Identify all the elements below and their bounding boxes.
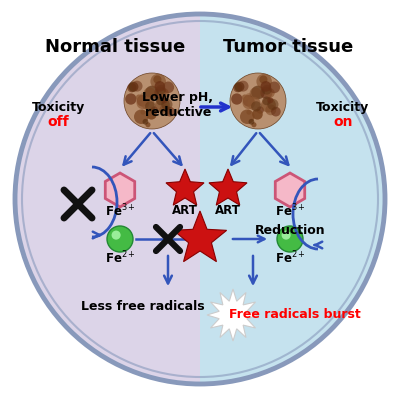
Circle shape (230, 73, 286, 129)
Circle shape (124, 73, 180, 129)
Circle shape (282, 231, 291, 240)
Circle shape (240, 110, 254, 124)
Circle shape (156, 85, 166, 94)
Circle shape (259, 75, 268, 84)
Text: reductive: reductive (145, 106, 211, 119)
Circle shape (127, 83, 136, 93)
Polygon shape (209, 169, 247, 205)
Circle shape (233, 83, 242, 93)
Polygon shape (207, 289, 259, 341)
Text: on: on (333, 115, 353, 129)
Circle shape (154, 81, 165, 92)
Polygon shape (166, 169, 204, 205)
Circle shape (145, 122, 150, 127)
Circle shape (252, 109, 263, 119)
Circle shape (256, 106, 264, 114)
Text: Lower pH,: Lower pH, (142, 91, 214, 104)
Text: Reduction: Reduction (255, 224, 325, 237)
Circle shape (251, 86, 265, 99)
Text: Fe$^{3+}$: Fe$^{3+}$ (274, 203, 306, 219)
Text: Toxicity: Toxicity (316, 100, 370, 114)
Circle shape (231, 93, 242, 105)
Circle shape (247, 97, 260, 110)
Circle shape (246, 93, 252, 100)
Text: off: off (47, 115, 69, 129)
Text: Fe$^{2+}$: Fe$^{2+}$ (274, 250, 306, 266)
Circle shape (268, 81, 280, 93)
Polygon shape (173, 211, 227, 262)
Circle shape (267, 97, 273, 104)
Text: Normal tissue: Normal tissue (45, 38, 185, 56)
Text: ART: ART (215, 204, 241, 218)
Circle shape (156, 96, 165, 105)
Circle shape (248, 119, 254, 125)
Circle shape (144, 87, 156, 99)
Circle shape (271, 107, 281, 116)
Wedge shape (200, 14, 385, 384)
Circle shape (107, 226, 133, 252)
Circle shape (125, 93, 136, 105)
Circle shape (159, 104, 170, 115)
Circle shape (132, 81, 142, 92)
Circle shape (242, 96, 255, 109)
Circle shape (265, 104, 276, 115)
Circle shape (234, 82, 244, 92)
Circle shape (277, 226, 303, 252)
Text: Tumor tissue: Tumor tissue (223, 38, 353, 56)
Circle shape (162, 81, 174, 93)
Text: ART: ART (172, 204, 198, 218)
Polygon shape (275, 173, 305, 207)
Circle shape (256, 74, 272, 89)
Circle shape (142, 119, 148, 125)
Circle shape (140, 93, 146, 100)
Text: Free radicals burst: Free radicals burst (229, 308, 361, 322)
Circle shape (261, 98, 276, 113)
Polygon shape (105, 173, 135, 207)
Circle shape (251, 122, 256, 127)
Text: Less free radicals: Less free radicals (81, 301, 205, 314)
Circle shape (150, 106, 158, 114)
Circle shape (140, 110, 145, 115)
Circle shape (250, 87, 262, 99)
Circle shape (137, 95, 148, 106)
Circle shape (243, 95, 254, 106)
Circle shape (150, 74, 166, 89)
Circle shape (260, 81, 271, 92)
Text: Fe$^{2+}$: Fe$^{2+}$ (104, 250, 136, 266)
Circle shape (251, 101, 262, 112)
Circle shape (112, 231, 121, 240)
Text: Fe$^{3+}$: Fe$^{3+}$ (104, 203, 136, 219)
Circle shape (145, 101, 156, 112)
Circle shape (141, 97, 154, 110)
Circle shape (238, 81, 248, 92)
Wedge shape (15, 14, 200, 384)
Circle shape (262, 96, 271, 105)
Circle shape (242, 94, 248, 100)
Circle shape (146, 109, 157, 119)
Circle shape (260, 87, 272, 99)
Circle shape (159, 88, 169, 98)
Circle shape (267, 99, 278, 110)
Circle shape (136, 96, 149, 109)
Text: Toxicity: Toxicity (31, 100, 85, 114)
Circle shape (161, 99, 172, 110)
Circle shape (154, 87, 166, 99)
Circle shape (136, 94, 142, 100)
Circle shape (265, 88, 275, 98)
Circle shape (155, 98, 170, 113)
Circle shape (153, 75, 162, 84)
Circle shape (246, 110, 251, 115)
Circle shape (128, 82, 138, 92)
Circle shape (165, 107, 175, 116)
Circle shape (262, 85, 272, 94)
Circle shape (134, 110, 148, 124)
Circle shape (161, 97, 167, 104)
Circle shape (145, 86, 159, 99)
